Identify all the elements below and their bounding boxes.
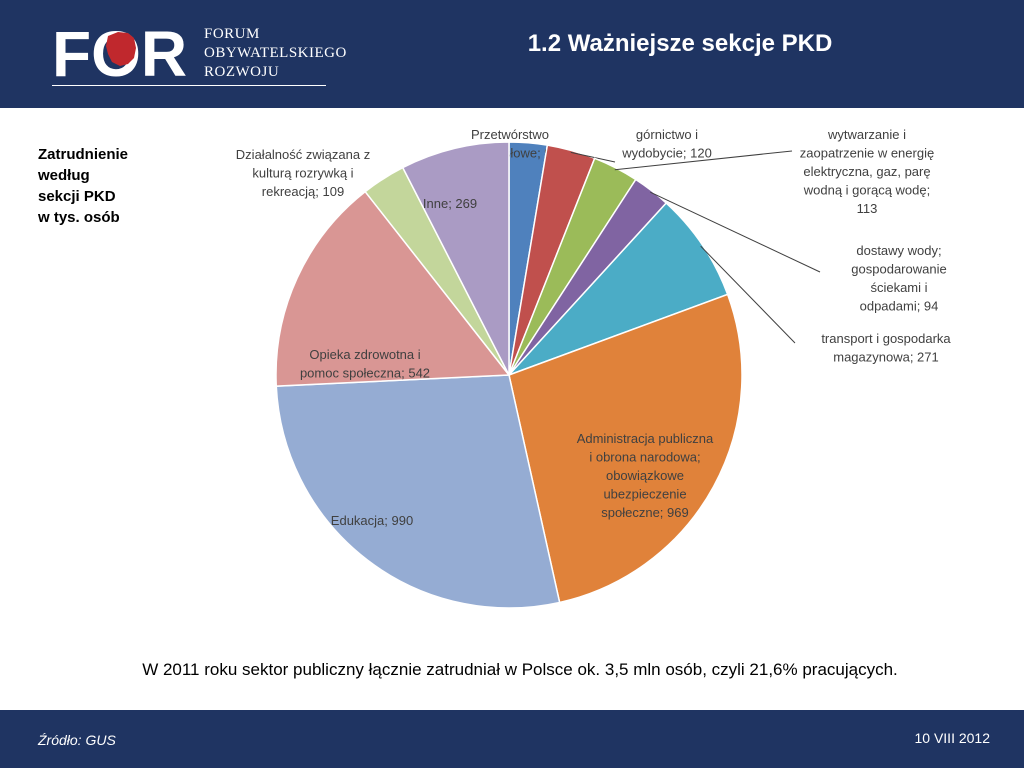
pie-slice (508, 201, 729, 376)
slice-label: wytwarzanie i zaopatrzenie w energię elekt… (800, 127, 934, 216)
slice-label-line: obowiązkowe (606, 468, 684, 483)
source-note: Źródło: GUS (38, 732, 116, 748)
pie-slice (275, 374, 561, 609)
slice-label-line: społeczne; 969 (601, 505, 688, 520)
slice-label-line: wytwarzanie i (827, 127, 906, 142)
for-logo: FOR FORUM OBYWATELSKIEGO ROZWOJU (52, 20, 346, 90)
pie-slice (508, 293, 743, 604)
leader-line (650, 191, 821, 273)
for-logo-graphic: FOR (52, 20, 187, 86)
page-title: 1.2 Ważniejsze sekcje PKD (527, 30, 833, 57)
slice-label: Opieka zdrowotna i pomoc społeczna; 542 (300, 347, 430, 381)
slice-label-line: wodną i gorącą wodę; (803, 183, 930, 198)
slice-label-line: górnictwo i (636, 127, 698, 142)
slice-label: Edukacja; 990 (331, 513, 413, 528)
slice-label-line: elektryczna, gaz, parę (803, 164, 930, 179)
slice-label-line: pomoc społeczna; 542 (300, 366, 430, 381)
footer-date: 10 VIII 2012 (914, 730, 990, 746)
logo-underline (52, 85, 326, 86)
slice-label-line: Inne; 269 (423, 196, 477, 211)
slice-label-line: 113 (857, 201, 878, 216)
side-label-line: Zatrudnienie (38, 146, 129, 163)
slice-label: górnictwo i wydobycie; 120 (621, 127, 712, 161)
poland-map-icon (106, 32, 136, 66)
side-label-line: w tys. osób (38, 209, 120, 226)
slice-label-line: rekreacją; 109 (262, 184, 344, 199)
leader-line (614, 150, 793, 171)
header-bar: FOR FORUM OBYWATELSKIEGO ROZWOJU 1.2 Waż… (0, 0, 1024, 108)
footer-bar: Źródło: GUS 10 VIII 2012 (0, 710, 1024, 768)
summary-text: W 2011 roku sektor publiczny łącznie zat… (142, 660, 898, 679)
side-label-line: według (38, 167, 90, 184)
pie-slice (401, 141, 510, 376)
slice-label: Inne; 269 (423, 196, 477, 211)
slice-label-line: ubezpieczenie (603, 487, 686, 502)
logo-subtitle-line-1: FORUM (204, 26, 260, 42)
slice-label-line: Edukacja; 990 (331, 513, 413, 528)
slice-label-line: gospodarowanie (851, 262, 946, 277)
slice-label: transport i gospodarka magazynowa; 271 (821, 331, 951, 365)
logo-subtitle-line-2: OBYWATELSKIEGO (204, 45, 347, 61)
slice-label-line: magazynowa; 271 (833, 350, 939, 365)
chart-side-label: Zatrudnienie według sekcji PKD w tys. os… (38, 144, 178, 228)
leader-line (570, 151, 616, 163)
slice-label-line: Administracja publiczna (577, 431, 714, 446)
slice-label-line: Opieka zdrowotna i (309, 347, 420, 362)
side-label-line: sekcji PKD (38, 188, 116, 205)
leader-line (700, 245, 796, 344)
slice-label: Działalność związana z kulturą rozrywką i… (236, 147, 370, 199)
pie-slice (275, 190, 511, 387)
slice-label-line: wydobycie; 120 (621, 146, 712, 161)
slice-label-line: zaopatrzenie w energię (800, 146, 934, 161)
slice-label: Administracja publiczna i obrona narodowa… (577, 431, 714, 520)
slice-label-line: ściekami i (870, 280, 927, 295)
logo-subtitle-line-3: ROZWOJU (204, 64, 280, 80)
slice-label-line: i obrona narodowa; (589, 450, 700, 465)
slice-label: dostawy wody; gospodarowanie ściekami i odp… (851, 243, 946, 314)
slice-label-line: kulturą rozrywką i (252, 166, 353, 181)
slice-label-line: Działalność związana z (236, 147, 370, 162)
slice-label-line: dostawy wody; (856, 243, 941, 258)
slice-label-line: transport i gospodarka (821, 331, 951, 346)
slice-label-line: Przetwórstwo (471, 127, 549, 142)
slice-label-line: odpadami; 94 (860, 299, 939, 314)
